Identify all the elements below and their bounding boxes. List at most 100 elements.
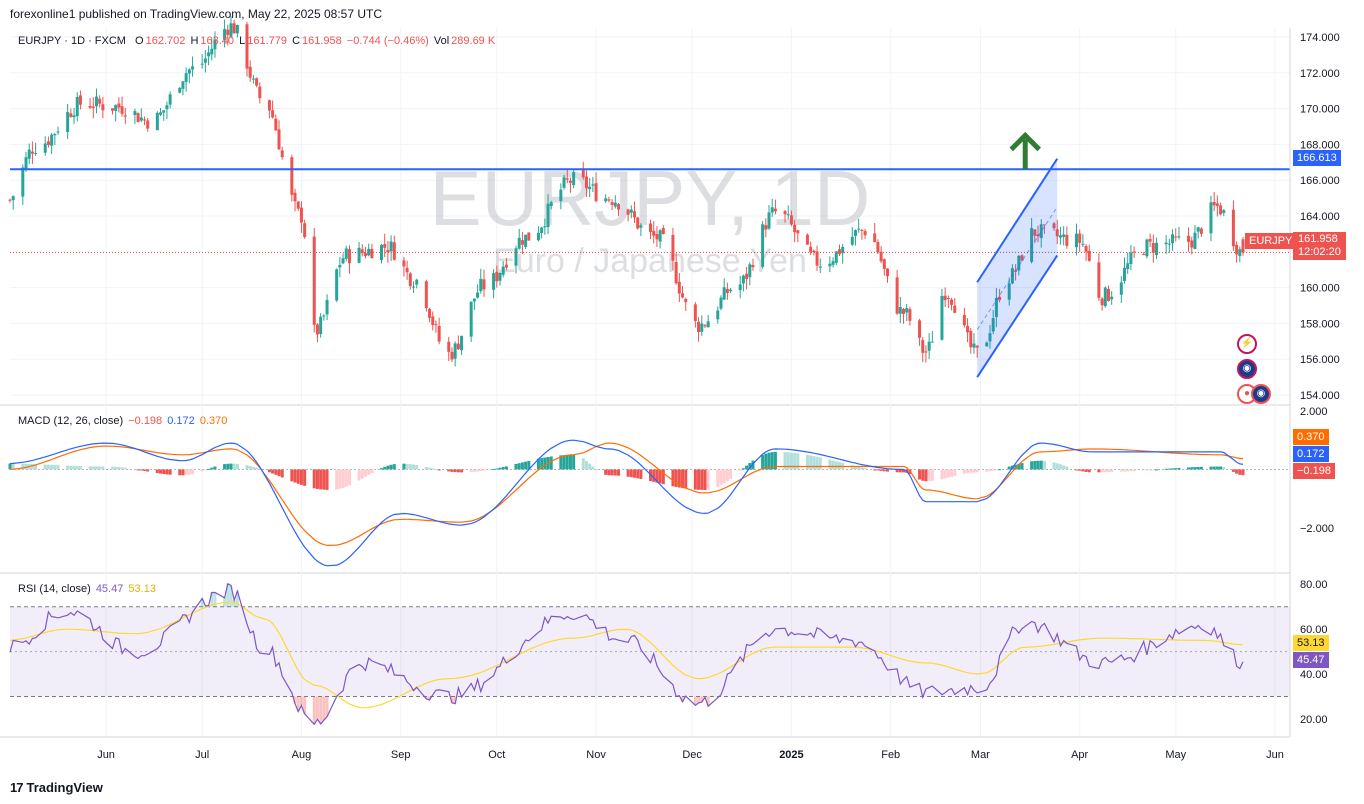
lightning-icon[interactable]: ⚡ — [1237, 334, 1257, 354]
candle-body — [565, 178, 569, 180]
candle-body — [517, 237, 521, 249]
macd-histogram-bar — [94, 466, 98, 470]
candle-body — [655, 234, 659, 240]
candle-body — [649, 223, 653, 232]
last-price-value: 161.958 — [1298, 233, 1338, 245]
macd-hist-tag: −0.198 — [1293, 463, 1335, 479]
macd-histogram-bar — [315, 469, 319, 489]
candle-body — [207, 52, 211, 57]
macd-histogram-bar — [1171, 468, 1175, 470]
candle-body — [1231, 209, 1235, 247]
price-tick-label: 158.000 — [1300, 318, 1340, 330]
macd-histogram-bar — [1033, 460, 1037, 470]
macd-histogram-bar — [1235, 469, 1239, 474]
macd-histogram-bar — [697, 469, 701, 490]
price-tick-label: 174.000 — [1300, 32, 1340, 44]
candle-body — [1007, 283, 1011, 300]
macd-histogram-bar — [946, 469, 950, 478]
macd-histogram-bar — [581, 458, 585, 470]
candle-body — [1148, 238, 1152, 242]
candle-body — [943, 295, 947, 301]
candle-body — [828, 263, 832, 267]
macd-histogram-bar — [616, 469, 620, 476]
macd-histogram-bar — [767, 452, 771, 470]
candle-body — [501, 266, 505, 275]
macd-histogram-bar — [1081, 469, 1085, 472]
macd-histogram-bar — [402, 463, 406, 470]
macd-histogram-bar — [741, 468, 745, 470]
candle-body — [860, 229, 864, 231]
candle-body — [447, 341, 451, 352]
macd-histogram-bar — [72, 465, 76, 470]
flag-icon[interactable]: ◉ — [1251, 384, 1271, 404]
vol-value: 289.69 K — [451, 35, 496, 47]
macd-histogram-bar — [693, 469, 697, 490]
candle-body — [1174, 236, 1178, 238]
macd-histogram-bar — [181, 469, 185, 476]
macd-histogram-bar — [223, 464, 227, 470]
macd-histogram-bar — [607, 469, 611, 476]
candle-body — [380, 244, 384, 261]
macd-histogram-bar — [882, 469, 886, 472]
candle-body — [998, 296, 1002, 301]
macd-histogram-bar — [229, 463, 233, 470]
candle-body — [341, 258, 345, 264]
candle-body — [325, 299, 329, 315]
macd-histogram-bar — [303, 469, 307, 486]
tradingview-logo[interactable]: 17 TradingView — [10, 780, 103, 795]
candle-body — [386, 250, 390, 253]
macd-histogram-bar — [671, 469, 675, 487]
candle-body — [873, 233, 877, 243]
macd-histogram-bar — [1215, 466, 1219, 470]
candle-body — [559, 189, 563, 202]
candle-body — [258, 86, 262, 99]
macd-histogram-bar — [991, 469, 995, 471]
candle-body — [168, 94, 172, 105]
level-price-tag: 166.613 — [1293, 150, 1341, 166]
macd-histogram-bar — [969, 469, 973, 473]
macd-histogram-bar — [498, 467, 502, 470]
macd-signal-value: 0.370 — [199, 415, 228, 427]
candle-body — [972, 343, 976, 348]
candle-body — [280, 150, 284, 158]
macd-histogram-bar — [940, 469, 944, 480]
candle-body — [469, 301, 473, 337]
macd-histogram-bar — [226, 463, 230, 470]
low-value: 161.779 — [247, 35, 287, 47]
macd-histogram-bar — [588, 463, 592, 470]
candle-body — [1103, 287, 1107, 307]
candle-body — [434, 324, 438, 326]
candle-body — [1081, 243, 1085, 245]
candle-body — [415, 279, 419, 285]
rsi-title: RSI (14, close) — [18, 583, 91, 595]
candle-body — [773, 208, 777, 212]
globe-icon[interactable]: ◉ — [1237, 359, 1257, 379]
macd-histogram-bar — [296, 469, 300, 484]
macd-histogram-bar — [335, 469, 339, 490]
macd-histogram-bar — [761, 454, 765, 470]
candle-body — [1087, 250, 1091, 261]
candle-body — [72, 115, 76, 118]
candle-body — [1062, 234, 1066, 238]
candle-body — [853, 230, 857, 237]
candle-body — [975, 345, 979, 348]
candle-body — [1190, 240, 1194, 248]
rsi-tick-label: 60.00 — [1300, 624, 1328, 636]
candle-body — [962, 314, 966, 326]
macd-histogram-bar — [1078, 469, 1082, 471]
macd-histogram-bar — [472, 469, 476, 472]
chart-canvas[interactable]: EURJPY, 1D Euro / Japanese Yen 174.00017… — [0, 0, 1364, 770]
macd-histogram-bar — [716, 469, 720, 487]
high-label: H — [190, 35, 199, 47]
macd-histogram-bar — [30, 464, 34, 470]
time-tick-label: Oct — [488, 749, 505, 761]
candle-body — [315, 324, 319, 335]
macd-histogram-bar — [962, 469, 966, 474]
candle-body — [613, 202, 617, 207]
candle-body — [255, 78, 259, 86]
candle-body — [741, 275, 745, 284]
macd-tick-label: 2.000 — [1300, 406, 1328, 418]
candle-body — [1142, 254, 1146, 256]
candle-body — [136, 113, 140, 123]
candle-body — [629, 209, 633, 213]
